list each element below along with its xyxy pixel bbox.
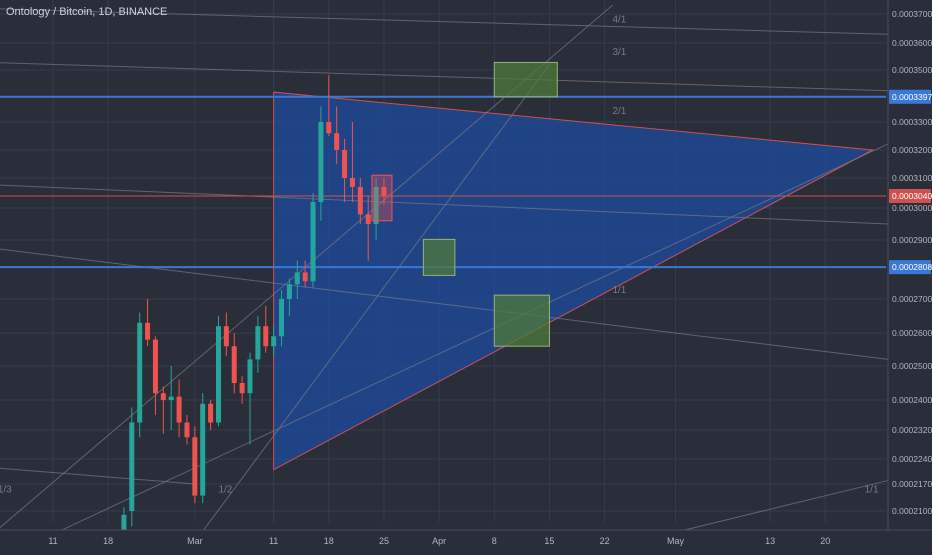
x-tick-label: Mar [187, 536, 203, 546]
x-tick-label: 25 [379, 536, 389, 546]
y-tick-label: 0.0002170 [892, 479, 932, 489]
candle-body [349, 178, 355, 187]
y-tick-label: 0.0003100 [892, 173, 932, 183]
y-tick-label: 0.0002700 [892, 294, 932, 304]
fan-label: 1/2 [218, 484, 232, 495]
fan-label: 1/3 [0, 484, 12, 495]
candle-body [373, 187, 379, 224]
y-tick-label: 0.0003300 [892, 117, 932, 127]
target-boxes [422, 61, 558, 347]
x-tick-label: 22 [600, 536, 610, 546]
last-candle-highlight [371, 174, 393, 222]
candle-body [200, 403, 206, 496]
fan-label: 2/1 [612, 106, 626, 117]
price-label-badge [889, 89, 931, 104]
fan-label: 1/1 [612, 285, 626, 296]
fan-line [0, 184, 889, 225]
candle-body [184, 422, 190, 438]
fan-lines: 4/1 3/1 2/1 1/1 1/2 1/3 1/1 [0, 4, 889, 543]
candle-body [263, 326, 269, 347]
candle-body [215, 326, 221, 423]
candle-body [294, 272, 300, 285]
candle-body [326, 122, 332, 134]
y-tick-label: 0.0003000 [892, 203, 932, 213]
fan-line [0, 467, 195, 485]
y-tick-label: 0.0002900 [892, 235, 932, 245]
candle-body [168, 396, 174, 400]
candle-body [152, 339, 158, 394]
x-tick-label: 15 [544, 536, 554, 546]
symbol-title: Ontology / Bitcoin, 1D, BINANCE [6, 6, 168, 18]
upper-target-box [493, 61, 558, 98]
y-tick-label: 0.0002400 [892, 395, 932, 405]
y-tick-label: 0.0002600 [892, 328, 932, 338]
candle-body [381, 187, 387, 196]
x-tick-label: 20 [820, 536, 830, 546]
candle-body [318, 122, 324, 202]
fan-label: 1/1 [865, 484, 879, 495]
candle-body [310, 202, 316, 282]
x-tick-label: Apr [432, 536, 446, 546]
y-tick-label: 0.0002500 [892, 361, 932, 371]
candle-body [334, 133, 340, 150]
y-tick-label: 0.0003600 [892, 38, 932, 48]
fan-line [651, 479, 889, 539]
candle-body [247, 359, 253, 394]
candles [121, 75, 393, 535]
fan-line [0, 8, 889, 35]
lower-target-box [493, 294, 550, 347]
candle-body [223, 326, 229, 347]
candle-body [231, 346, 237, 383]
candle-body [137, 322, 143, 423]
candle-body [279, 299, 285, 337]
candle-body [160, 393, 166, 400]
y-tick-label: 0.0003200 [892, 145, 932, 155]
fan-label: 3/1 [612, 47, 626, 58]
candle-body [302, 272, 308, 282]
candle-body [239, 383, 245, 394]
x-tick-label: 11 [48, 536, 57, 546]
y-tick-label: 0.0003700 [892, 9, 932, 19]
y-tick-label: 0.0002320 [892, 425, 932, 435]
x-tick-label: 8 [492, 536, 497, 546]
candle-body [121, 514, 127, 531]
price-label-badge [889, 260, 931, 275]
candle-body [271, 336, 277, 347]
y-tick-label: 0.0002240 [892, 454, 932, 464]
x-tick-label: 18 [324, 536, 334, 546]
candle-body [342, 150, 348, 178]
price-label-badge [889, 189, 931, 203]
mid-target-box [422, 238, 456, 276]
fan-line [52, 143, 889, 535]
triangle-pattern [273, 91, 875, 471]
price-label-text: 0.0002808 [892, 262, 932, 272]
fan-line [0, 62, 889, 92]
candle-body [192, 437, 198, 496]
time-axis-background [0, 530, 932, 550]
candle-body [255, 326, 261, 360]
x-tick-label: May [667, 536, 685, 546]
candle-body [145, 322, 151, 340]
price-axis-background [888, 0, 932, 550]
triangle-shape [273, 91, 875, 471]
candle-body [357, 187, 363, 215]
candle-body [208, 403, 214, 423]
price-label-text: 0.0003040 [892, 191, 932, 201]
candle-body [365, 214, 371, 224]
x-tick-label: 18 [103, 536, 113, 546]
candle-body [286, 284, 292, 299]
x-tick-label: 13 [765, 536, 775, 546]
x-tick-label: 11 [269, 536, 278, 546]
y-tick-label: 0.0002100 [892, 506, 932, 516]
candle-body [129, 422, 135, 511]
price-label-text: 0.0003397 [892, 92, 932, 102]
candle-body [176, 396, 182, 423]
fan-label: 4/1 [612, 15, 626, 26]
fan-line [194, 64, 550, 543]
fan-line [0, 248, 889, 360]
y-tick-label: 0.0003500 [892, 65, 932, 75]
